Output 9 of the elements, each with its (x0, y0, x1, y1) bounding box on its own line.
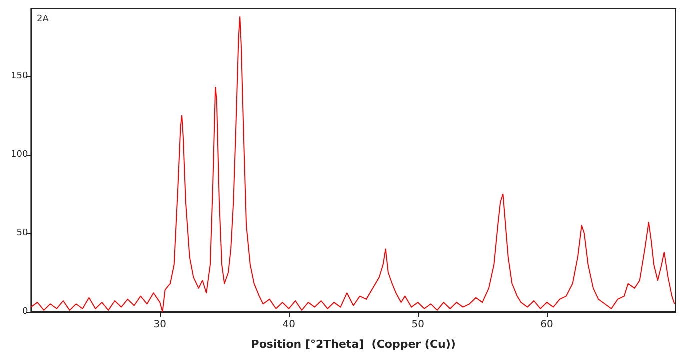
text: 2A (37, 14, 50, 24)
y-tick-label: 50 (16, 228, 28, 239)
x-tick-label: 50 (412, 320, 424, 330)
y-tick-label: 100 (10, 150, 28, 160)
x-tick-label: 60 (540, 320, 554, 330)
x-tick-label: 40 (282, 320, 296, 330)
x-axis-title: Position [°2Theta] (Copper (Cu)) (251, 338, 456, 351)
y-tick-label: 150 (10, 72, 28, 82)
x-tick-label: 30 (154, 320, 167, 330)
